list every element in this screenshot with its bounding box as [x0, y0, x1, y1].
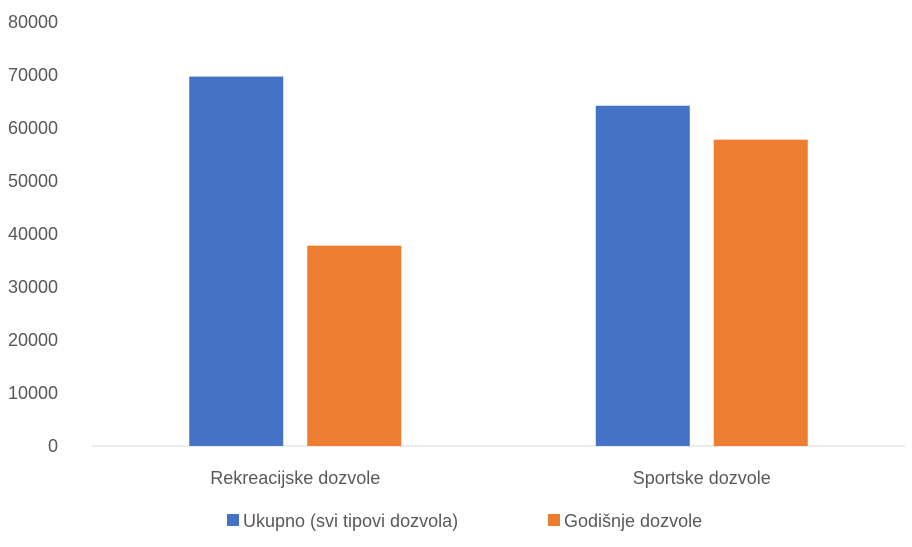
y-tick-label: 10000	[8, 383, 58, 403]
x-axis-categories: Rekreacijske dozvole Sportske dozvole	[210, 468, 771, 488]
legend-swatch	[227, 514, 239, 526]
y-tick-label: 40000	[8, 224, 58, 244]
y-tick-label: 20000	[8, 330, 58, 350]
legend-label: Ukupno (svi tipovi dozvola)	[243, 511, 458, 531]
y-tick-label: 50000	[8, 171, 58, 191]
bar-godisnje-1	[713, 139, 808, 446]
bar-ukupno-1	[595, 105, 690, 447]
y-tick-label: 30000	[8, 277, 58, 297]
legend-label: Godišnje dozvole	[564, 511, 702, 531]
y-tick-label: 0	[48, 436, 58, 456]
bar-godisnje-0	[307, 245, 402, 446]
bar-ukupno-0	[189, 76, 284, 446]
bars-group	[189, 76, 808, 447]
legend: Ukupno (svi tipovi dozvola) Godišnje dozv…	[227, 511, 702, 531]
y-tick-label: 80000	[8, 12, 58, 32]
legend-swatch	[548, 514, 560, 526]
x-category-label: Rekreacijske dozvole	[210, 468, 380, 488]
y-axis-ticks: 0 10000 20000 30000 40000 50000 60000 70000 8000…	[8, 12, 58, 456]
x-category-label: Sportske dozvole	[633, 468, 771, 488]
y-tick-label: 70000	[8, 65, 58, 85]
y-tick-label: 60000	[8, 118, 58, 138]
